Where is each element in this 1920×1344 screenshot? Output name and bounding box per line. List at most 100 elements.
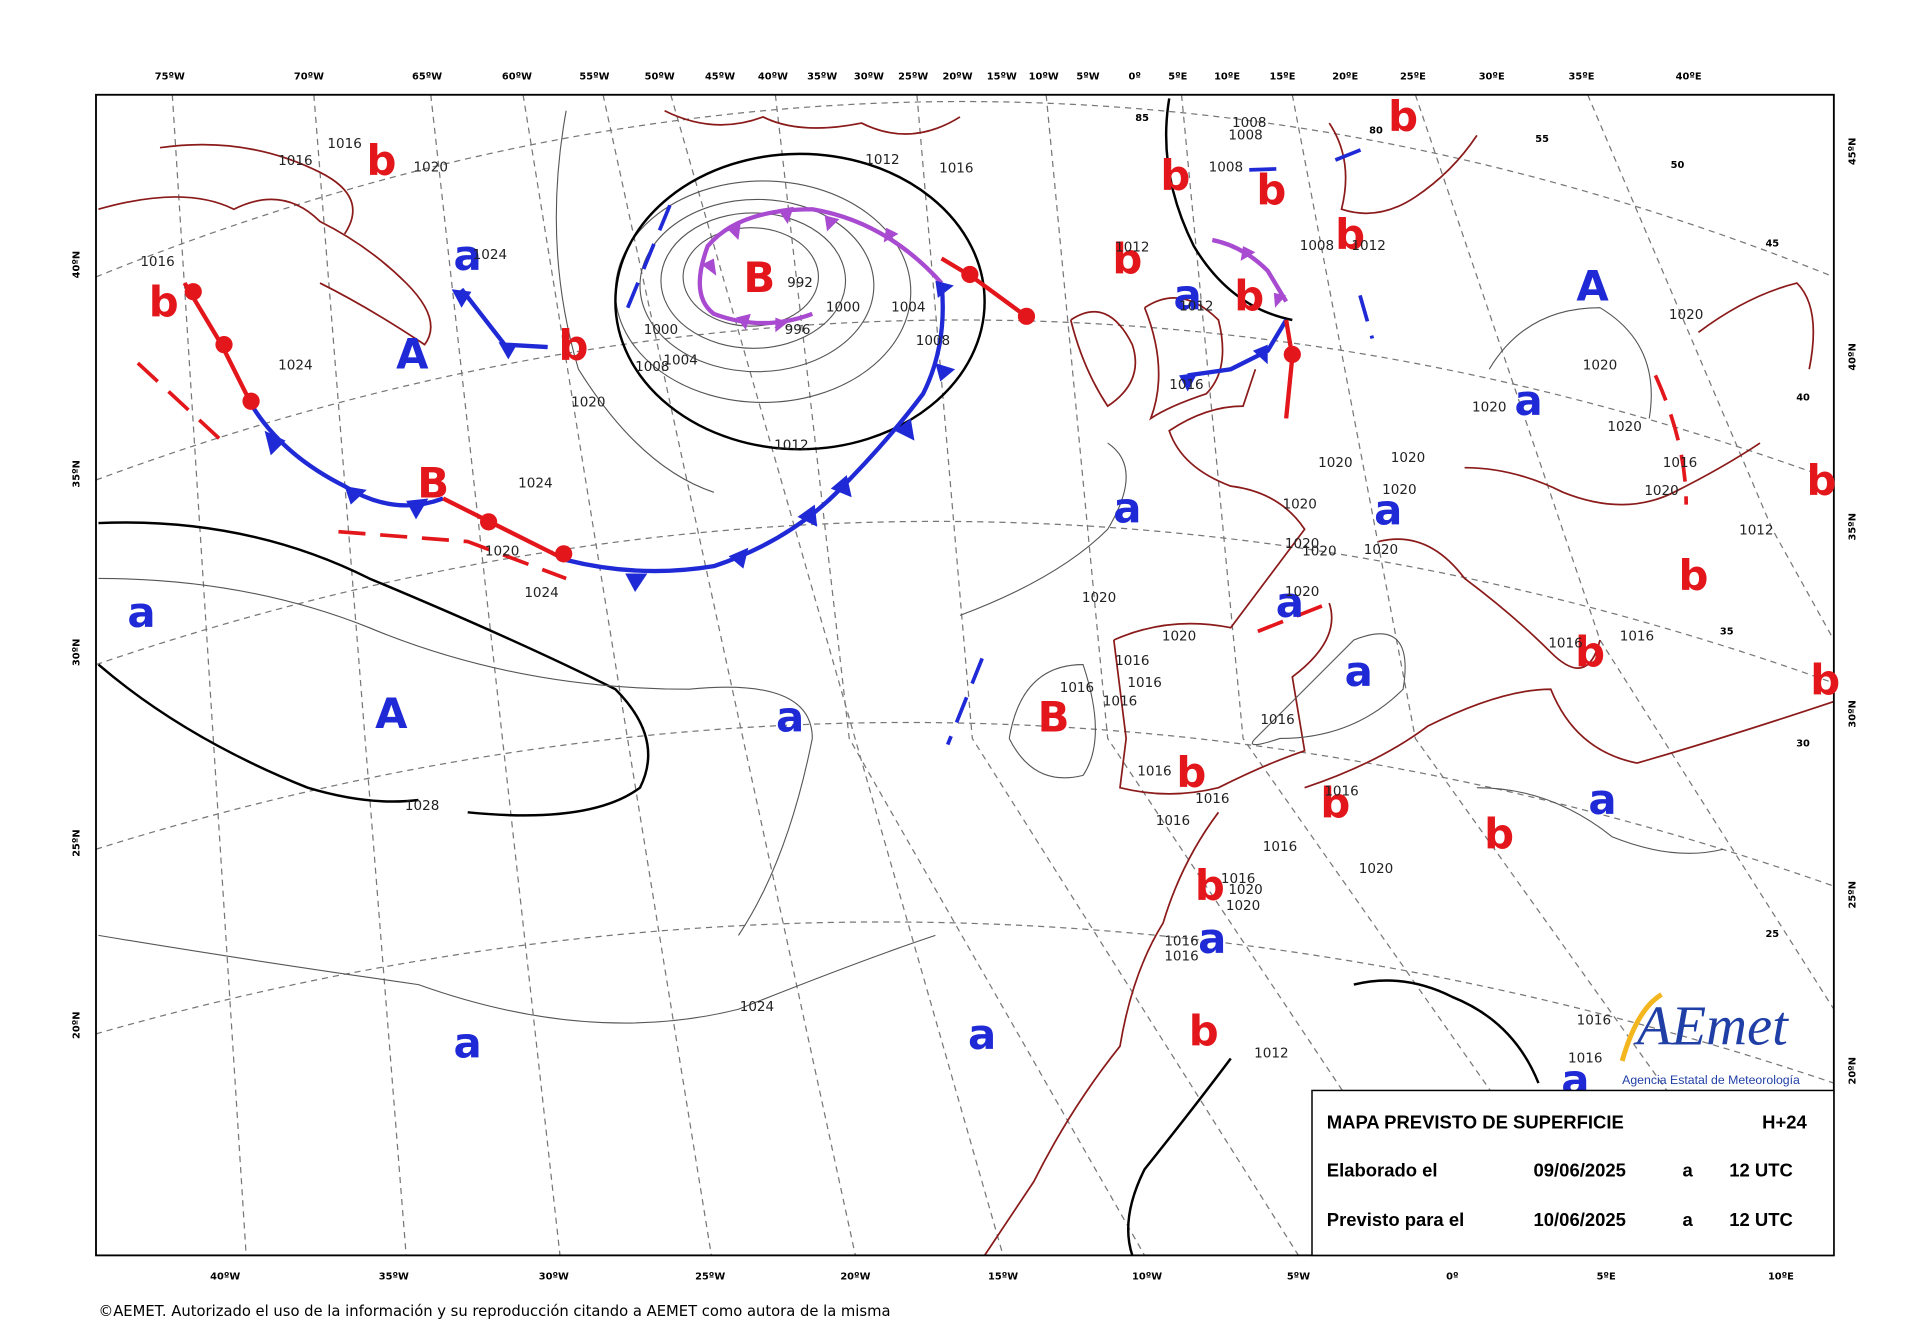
isobar-label: 1008: [1232, 115, 1266, 131]
info-panel: [1311, 1089, 1835, 1257]
labels: 75ºW 70ºW 65ºW 60ºW 55ºW 50ºW 45ºW 40ºW 35ºW 30ºW…: [71, 71, 1858, 1282]
left-latitude-label: 35ºN: [71, 460, 82, 487]
right-latitude-label: 25ºN: [1847, 881, 1858, 908]
info-cell: 09/06/2025: [1534, 1160, 1626, 1181]
top-longitude-label: 20ºE: [1332, 71, 1358, 82]
fronts: [136, 145, 1688, 746]
isobar-label: 1016: [1620, 628, 1654, 644]
top-longitude-label: 25ºE: [1400, 71, 1426, 82]
isobar-label: 996: [785, 322, 811, 338]
low-pressure-label: b: [1810, 656, 1840, 705]
low-pressure-label: b: [1112, 235, 1142, 284]
left-latitude-label: 20ºN: [71, 1012, 82, 1039]
left-latitude-label: 25ºN: [71, 829, 82, 856]
top-longitude-label: 70ºW: [294, 71, 324, 82]
isobar-label: 1016: [1263, 839, 1297, 855]
grid-label: 85: [1135, 113, 1149, 124]
isobar-label: 1016: [1577, 1012, 1611, 1028]
top-longitude-label: 25ºW: [898, 71, 928, 82]
low-pressure-label: b: [1195, 861, 1225, 910]
logo: AEmet Agencia Estatal de Meteorología: [1619, 992, 1800, 1087]
top-longitude-label: 5ºW: [1076, 71, 1099, 82]
high-pressure-label: a: [454, 231, 482, 280]
high-pressure-label: a: [127, 588, 155, 637]
isobar-label: 1016: [1164, 934, 1198, 950]
isobar-label: 1008: [635, 359, 669, 375]
isobar-label: 1020: [1228, 882, 1262, 898]
low-pressure-label: b: [1388, 92, 1418, 141]
isobar-label: 1024: [473, 247, 507, 263]
bottom-longitude-label: 5ºW: [1287, 1271, 1310, 1282]
isobar-label: 1020: [1226, 898, 1260, 914]
isobar-label: 1012: [1351, 238, 1385, 254]
isobar-label: 1024: [278, 358, 312, 374]
isobar-label: 1020: [571, 394, 605, 410]
high-pressure-label: A: [1576, 262, 1609, 311]
top-longitude-label: 40ºW: [758, 71, 788, 82]
high-pressure-label: A: [396, 329, 429, 378]
bottom-longitude-label: 25ºW: [695, 1271, 725, 1282]
isobar-label: 1020: [1285, 584, 1319, 600]
high-pressure-label: a: [454, 1019, 482, 1068]
bottom-longitude-label: 35ºW: [379, 1271, 409, 1282]
isobar-label: 1020: [1669, 307, 1703, 323]
top-longitude-label: 5ºE: [1168, 71, 1187, 82]
isobar-label: 1016: [1548, 636, 1582, 652]
isobar-label: 1016: [1103, 694, 1137, 710]
bottom-longitude-label: 40ºW: [210, 1271, 240, 1282]
low-pressure-label: B: [743, 253, 775, 302]
low-pressure-label: b: [1256, 166, 1286, 215]
isobar-label: 1016: [1221, 871, 1255, 887]
low-pressure-label: b: [1234, 272, 1264, 321]
isobar-label: 1000: [826, 300, 860, 316]
coastlines: [98, 109, 1835, 1256]
info-lead-time: H+24: [1762, 1112, 1807, 1133]
low-pressure-label: B: [1038, 692, 1070, 741]
top-longitude-label: 45ºW: [705, 71, 735, 82]
grid-label: 35: [1720, 626, 1734, 637]
right-latitude-label: 30ºN: [1847, 700, 1858, 727]
isobar-label: 1024: [518, 476, 552, 492]
info-cell: a: [1682, 1209, 1693, 1230]
top-longitude-label: 30ºW: [854, 71, 884, 82]
isobar-label: 992: [787, 275, 813, 291]
isobar-label: 1008: [916, 333, 950, 349]
isobar-label: 1020: [1082, 590, 1116, 606]
high-pressure-label: a: [1174, 270, 1202, 319]
isobar-label: 1020: [1302, 543, 1336, 559]
info-cell: 12 UTC: [1729, 1160, 1793, 1181]
copyright: ©AEMET. Autorizado el uso de la informac…: [98, 1303, 890, 1320]
bottom-longitude-label: 15ºW: [988, 1271, 1018, 1282]
high-pressure-label: A: [375, 689, 408, 738]
high-pressure-label: a: [776, 692, 804, 741]
isobar-label: 1016: [1663, 455, 1697, 471]
low-pressure-label: b: [1484, 809, 1514, 858]
info-cell: Elaborado el: [1327, 1160, 1438, 1181]
top-longitude-label: 35ºE: [1569, 71, 1595, 82]
grid-label: 25: [1765, 929, 1779, 940]
low-pressure-label: B: [417, 459, 449, 508]
low-pressure-label: b: [1679, 551, 1709, 600]
isobar-label: 1016: [1195, 791, 1229, 807]
grid-label: 40: [1796, 393, 1810, 404]
top-longitude-label: 40ºE: [1676, 71, 1702, 82]
isobar-label: 1020: [414, 159, 448, 175]
grid-label: 30: [1796, 738, 1810, 749]
info-cell: 10/06/2025: [1534, 1209, 1626, 1230]
isobar-label: 1024: [524, 585, 558, 601]
isobar-label: 1016: [1324, 783, 1358, 799]
logo-subtitle: Agencia Estatal de Meteorología: [1622, 1073, 1800, 1087]
isobar-label: 1012: [1179, 298, 1213, 314]
top-longitude-label: 30ºE: [1479, 71, 1505, 82]
isobar-label: 1020: [1285, 536, 1319, 552]
logo-name: AEmet: [1633, 995, 1789, 1057]
isobar-label: 1008: [1300, 238, 1334, 254]
isobar-label: 1020: [1391, 450, 1425, 466]
info-cell: 12 UTC: [1729, 1209, 1793, 1230]
top-longitude-label: 10ºE: [1214, 71, 1240, 82]
isobar-label: 1012: [774, 438, 808, 454]
top-longitude-label: 20ºW: [943, 71, 973, 82]
isobar-label: 1016: [1156, 813, 1190, 829]
isobar-label: 1008: [1209, 159, 1243, 175]
